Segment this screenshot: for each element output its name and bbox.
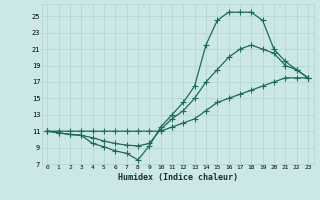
X-axis label: Humidex (Indice chaleur): Humidex (Indice chaleur) (118, 173, 237, 182)
